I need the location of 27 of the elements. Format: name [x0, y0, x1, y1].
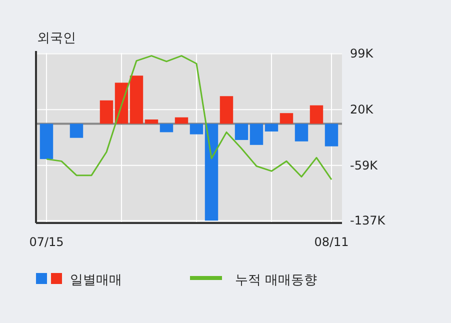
line-series — [46, 55, 332, 180]
bar — [294, 124, 308, 142]
bar — [174, 117, 188, 124]
legend-label: 누적 매매동향 — [235, 273, 318, 288]
bar — [264, 124, 278, 132]
bar — [220, 96, 234, 124]
bar — [190, 124, 204, 134]
chart-title: 외국인 — [37, 31, 76, 46]
bar — [310, 105, 324, 124]
bar — [70, 124, 84, 138]
bar — [144, 119, 158, 124]
bar — [324, 124, 338, 146]
x-tick-label: 07/15 — [29, 235, 64, 249]
bar — [160, 124, 174, 132]
bar — [234, 124, 248, 140]
y-tick-label: 99K — [350, 46, 374, 61]
x-tick-label: 08/11 — [314, 235, 349, 249]
bar — [40, 124, 54, 160]
y-tick-label: -137K — [350, 214, 386, 228]
y-tick-label: -59K — [350, 158, 379, 172]
bar — [130, 76, 144, 124]
bar — [100, 100, 114, 124]
y-tick-label: 20K — [350, 102, 374, 117]
legend-label: 일별매매 — [70, 273, 122, 288]
bar — [280, 113, 294, 124]
bar — [250, 124, 264, 145]
bar — [204, 124, 218, 221]
